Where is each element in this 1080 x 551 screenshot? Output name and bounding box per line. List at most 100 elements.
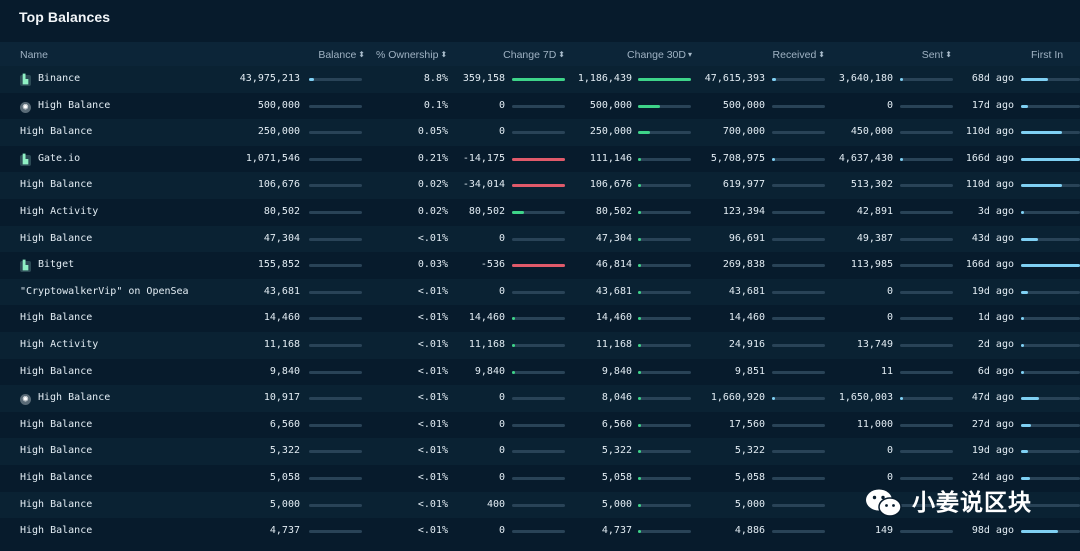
first-in-bar — [1021, 397, 1080, 401]
table-row[interactable]: ▙ Binance 43,975,213 8.8% 359,158 1,186,439 47… — [0, 66, 1080, 93]
received-bar — [772, 131, 825, 135]
row-name[interactable]: High Balance — [20, 412, 92, 439]
change-30d-value: 250,000 — [589, 126, 632, 138]
change-30d-bar — [638, 78, 691, 81]
received-value: 17,560 — [728, 418, 765, 430]
row-name[interactable]: High Balance — [20, 226, 92, 253]
table-row[interactable]: ◉ High Balance 500,000 0.1% 0 500,000 500,000 0… — [0, 92, 1080, 120]
change-30d-value: 5,058 — [601, 472, 632, 483]
balance-value: 155,852 — [257, 259, 300, 271]
sent-bar — [900, 477, 953, 480]
sent-value: 42,891 — [856, 206, 893, 217]
balance-bar — [309, 157, 362, 161]
row-name[interactable]: High Balance — [20, 172, 92, 199]
row-name[interactable]: ◉ High Balance — [20, 385, 110, 412]
change-30d-bar — [638, 104, 691, 108]
change-30d-bar-fill — [638, 104, 661, 108]
entity-icon: ◉ — [20, 394, 31, 406]
row-name[interactable]: High Balance — [20, 119, 92, 146]
balance-value: 47,304 — [263, 232, 300, 244]
table-row[interactable]: High Balance 5,322 <.01% 0 5,322 5,322 0 19d ag… — [0, 438, 1080, 465]
table-row[interactable]: High Balance 47,304 <.01% 0 47,304 96,691 49,3… — [0, 225, 1080, 253]
table-row[interactable]: High Activity 80,502 0.02% 80,502 80,502 123,… — [0, 199, 1080, 226]
first-in-value: 47d ago — [971, 392, 1014, 404]
sent-bar — [900, 157, 953, 161]
header-balance[interactable]: Balance ⬍ — [290, 42, 365, 66]
change-7d-bar — [512, 78, 565, 81]
row-name[interactable]: ◉ High Balance — [20, 93, 110, 120]
sent-value: 3,640,180 — [838, 73, 893, 84]
row-name-label: High Balance — [38, 392, 111, 404]
header-change-7d[interactable]: Change 7D ⬍ — [485, 42, 565, 66]
row-name-label: High Balance — [20, 365, 93, 377]
received-value: 269,838 — [722, 259, 765, 271]
received-value: 96,691 — [728, 232, 765, 244]
first-in-bar — [1021, 78, 1080, 81]
received-bar-fill — [772, 78, 777, 81]
sort-icon: ⬍ — [945, 50, 952, 59]
row-name[interactable]: ▙ Bitget — [20, 252, 74, 279]
row-name[interactable]: High Balance — [20, 492, 92, 519]
table-row[interactable]: ▙ Bitget 155,852 0.03% -536 46,814 269,838 113,… — [0, 252, 1080, 279]
row-name[interactable]: High Balance — [20, 465, 92, 492]
table-row[interactable]: High Balance 9,840 <.01% 9,840 9,840 9,851 11 6… — [0, 358, 1080, 386]
change-7d-value: 0 — [498, 126, 505, 138]
row-name[interactable]: ▙ Gate.io — [20, 146, 80, 173]
balance-value: 4,737 — [269, 525, 300, 537]
change-30d-value: 4,737 — [601, 525, 632, 537]
ownership-value: <.01% — [417, 365, 448, 377]
change-7d-value: 0 — [498, 445, 505, 457]
first-in-bar-fill — [1021, 530, 1058, 534]
row-name[interactable]: High Balance — [20, 518, 92, 545]
table-row[interactable]: ◉ High Balance 10,917 <.01% 0 8,046 1,660,920 1… — [0, 385, 1080, 412]
header-ownership[interactable]: % Ownership ⬍ — [376, 42, 447, 66]
row-name[interactable]: High Activity — [20, 332, 98, 359]
received-bar — [772, 237, 825, 241]
balance-value: 5,000 — [269, 498, 300, 510]
exchange-icon: ▙ — [20, 75, 31, 86]
row-name[interactable]: High Balance — [20, 438, 92, 465]
change-7d-bar-fill — [512, 344, 515, 347]
row-name[interactable]: "CryptowalkerVip" on OpenSea — [20, 279, 189, 306]
row-name[interactable]: ▙ Binance — [20, 66, 80, 93]
table-row[interactable]: "CryptowalkerVip" on OpenSea 43,681 <.01% 0… — [0, 278, 1080, 306]
change-30d-bar-fill — [638, 503, 641, 507]
first-in-bar-fill — [1021, 78, 1048, 81]
balance-bar — [309, 477, 362, 480]
table-row[interactable]: High Activity 11,168 <.01% 11,168 11,168 24,9… — [0, 332, 1080, 359]
sent-value: 4,637,430 — [838, 152, 893, 164]
first-in-bar — [1021, 264, 1080, 268]
row-name[interactable]: High Balance — [20, 305, 92, 332]
change-30d-bar — [638, 503, 691, 507]
table-row[interactable]: High Balance 6,560 <.01% 0 6,560 17,560 11,000… — [0, 411, 1080, 439]
header-first-in[interactable]: First In — [1031, 49, 1064, 61]
received-value: 500,000 — [722, 99, 765, 111]
header-received[interactable]: Received ⬍ — [740, 42, 825, 66]
exchange-icon: ▙ — [20, 154, 31, 166]
change-7d-bar-fill — [512, 264, 565, 268]
change-30d-value: 11,168 — [595, 339, 632, 350]
header-name[interactable]: Name — [20, 49, 49, 61]
received-value: 9,851 — [734, 365, 765, 377]
first-in-bar — [1021, 211, 1080, 214]
table-row[interactable]: High Balance 14,460 <.01% 14,460 14,460 14,46… — [0, 305, 1080, 332]
table-row[interactable]: ▙ Gate.io 1,071,546 0.21% -14,175 111,146 5,70… — [0, 145, 1080, 173]
sent-value: 13,749 — [856, 339, 893, 350]
row-name[interactable]: High Activity — [20, 199, 98, 226]
row-name-label: High Balance — [20, 418, 93, 430]
received-bar-fill — [772, 397, 775, 401]
first-in-value: 2d ago — [977, 339, 1014, 350]
table-row[interactable]: High Balance 250,000 0.05% 0 250,000 700,000 4… — [0, 119, 1080, 146]
change-7d-bar-fill — [512, 184, 565, 188]
first-in-bar — [1021, 530, 1080, 534]
table-row[interactable]: High Balance 4,737 <.01% 0 4,737 4,886 149 98d … — [0, 518, 1080, 545]
header-sent[interactable]: Sent ⬍ — [880, 42, 952, 66]
sort-desc-icon: ▾ — [687, 50, 692, 59]
row-name[interactable]: High Balance — [20, 359, 92, 386]
change-7d-bar — [512, 104, 565, 108]
table-row[interactable]: High Balance 5,058 <.01% 0 5,058 5,058 0 24d ag… — [0, 465, 1080, 492]
table-row[interactable]: High Balance 106,676 0.02% -34,014 106,676 61… — [0, 172, 1080, 199]
balance-bar — [309, 78, 362, 81]
header-change-30d[interactable]: Change 30D ▾ — [600, 42, 692, 66]
sent-bar — [900, 503, 953, 507]
